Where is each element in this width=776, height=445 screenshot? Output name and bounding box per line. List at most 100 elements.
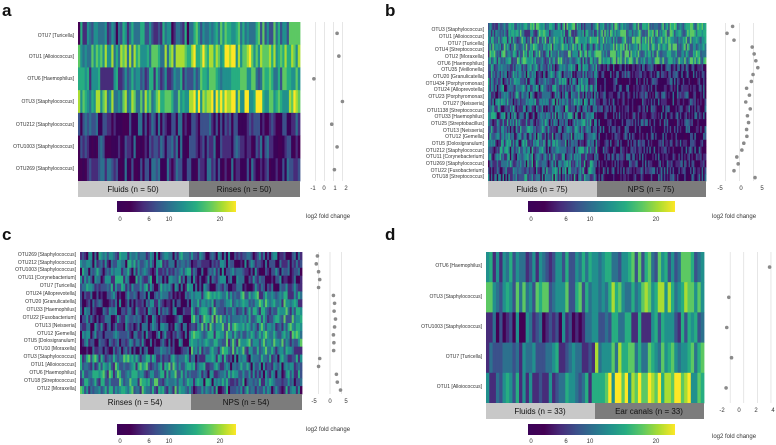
heatmap-cell bbox=[624, 64, 627, 72]
heatmap-cell bbox=[553, 119, 556, 127]
heatmap-cell bbox=[591, 29, 594, 38]
heatmap-cell bbox=[551, 64, 554, 72]
heatmap-cell bbox=[104, 267, 108, 277]
heatmap-cell bbox=[581, 119, 583, 127]
panel-b-row-label: OTU5 [Dolosigranulum] bbox=[432, 141, 485, 147]
heatmap-cell bbox=[264, 67, 268, 91]
heatmap-cell bbox=[137, 291, 141, 300]
heatmap-cell bbox=[554, 64, 557, 72]
heatmap-cell bbox=[262, 135, 265, 159]
heatmap-cell bbox=[250, 252, 254, 261]
heatmap-cell bbox=[602, 43, 605, 51]
heatmap-cell bbox=[631, 139, 634, 148]
heatmap-cell bbox=[660, 57, 663, 65]
heatmap-cell bbox=[502, 160, 505, 168]
heatmap-cell bbox=[656, 119, 659, 127]
heatmap-cell bbox=[251, 90, 254, 114]
heatmap-cell bbox=[88, 267, 91, 277]
heatmap-cell bbox=[514, 167, 517, 175]
heatmap-cell bbox=[678, 146, 681, 154]
heatmap-cell bbox=[503, 126, 506, 134]
heatmap-cell bbox=[519, 132, 522, 141]
heatmap-cell bbox=[642, 77, 644, 86]
heatmap-cell bbox=[656, 153, 659, 161]
heatmap-cell bbox=[238, 299, 241, 308]
heatmap-cell bbox=[541, 77, 544, 86]
heatmap-cell bbox=[521, 132, 524, 141]
heatmap-cell bbox=[533, 153, 535, 161]
heatmap-cell bbox=[488, 23, 490, 31]
heatmap-cell bbox=[588, 146, 591, 154]
heatmap-cell bbox=[662, 112, 665, 120]
heatmap-cell bbox=[133, 158, 137, 182]
heatmap-cell bbox=[666, 64, 669, 72]
fc-point bbox=[745, 113, 750, 118]
heatmap-cell bbox=[197, 299, 200, 308]
heatmap-cell bbox=[647, 119, 650, 127]
panel-b-row-label: OTU434 [Porphyromonas] bbox=[426, 81, 485, 87]
heatmap-cell bbox=[173, 67, 177, 91]
heatmap-cell bbox=[94, 275, 97, 284]
heatmap-cell bbox=[578, 57, 580, 65]
heatmap-cell bbox=[639, 146, 641, 154]
heatmap-cell bbox=[703, 36, 705, 45]
heatmap-cell bbox=[690, 36, 692, 45]
heatmap-cell bbox=[660, 98, 663, 106]
heatmap-cell bbox=[553, 36, 556, 45]
heatmap-cell bbox=[110, 259, 114, 269]
heatmap-cell bbox=[644, 146, 647, 154]
heatmap-cell bbox=[694, 174, 697, 182]
heatmap-cell bbox=[566, 23, 569, 31]
heatmap-cell bbox=[515, 126, 518, 134]
heatmap-cell bbox=[143, 283, 147, 292]
heatmap-cell bbox=[195, 22, 199, 46]
panel-b-group-a-bar bbox=[488, 181, 597, 197]
heatmap-cell bbox=[534, 29, 537, 38]
heatmap-cell bbox=[607, 119, 610, 127]
heatmap-cell bbox=[642, 153, 644, 161]
heatmap-cell bbox=[281, 275, 284, 284]
heatmap-cell bbox=[288, 90, 292, 114]
heatmap-cell bbox=[182, 252, 186, 261]
heatmap-cell bbox=[537, 36, 540, 45]
heatmap-cell bbox=[557, 43, 560, 51]
heatmap-cell bbox=[78, 135, 81, 159]
heatmap-cell bbox=[671, 36, 673, 45]
heatmap-cell bbox=[268, 67, 272, 91]
panel-a-cbar-tick: 0 bbox=[118, 217, 122, 223]
heatmap-cell bbox=[521, 64, 524, 72]
heatmap-cell bbox=[627, 71, 630, 79]
heatmap-cell bbox=[671, 153, 673, 161]
heatmap-cell bbox=[537, 71, 540, 79]
heatmap-cell bbox=[528, 64, 531, 72]
heatmap-cell bbox=[273, 44, 276, 68]
heatmap-cell bbox=[291, 44, 294, 68]
heatmap-cell bbox=[588, 98, 591, 106]
heatmap-cell bbox=[660, 146, 663, 154]
heatmap-cell bbox=[620, 23, 623, 31]
heatmap-cell bbox=[698, 77, 701, 86]
heatmap-cell bbox=[701, 174, 704, 182]
heatmap-cell bbox=[230, 291, 233, 300]
heatmap-cell bbox=[295, 267, 299, 277]
heatmap-cell bbox=[124, 112, 128, 136]
heatmap-cell bbox=[576, 98, 579, 106]
heatmap-cell bbox=[679, 139, 682, 148]
heatmap-cell bbox=[493, 174, 496, 182]
heatmap-cell bbox=[647, 139, 650, 148]
heatmap-cell bbox=[557, 23, 560, 31]
heatmap-cell bbox=[204, 22, 208, 46]
heatmap-cell bbox=[578, 167, 580, 175]
heatmap-cell bbox=[617, 174, 620, 182]
heatmap-cell bbox=[231, 135, 234, 159]
heatmap-cell bbox=[549, 105, 551, 113]
heatmap-cell bbox=[543, 139, 546, 148]
heatmap-cell bbox=[694, 50, 697, 58]
heatmap-cell bbox=[634, 36, 637, 45]
heatmap-cell bbox=[605, 23, 608, 31]
heatmap-cell bbox=[275, 283, 278, 292]
heatmap-cell bbox=[618, 71, 621, 79]
heatmap-cell bbox=[570, 29, 573, 38]
heatmap-cell bbox=[682, 160, 685, 168]
heatmap-cell bbox=[659, 112, 662, 120]
